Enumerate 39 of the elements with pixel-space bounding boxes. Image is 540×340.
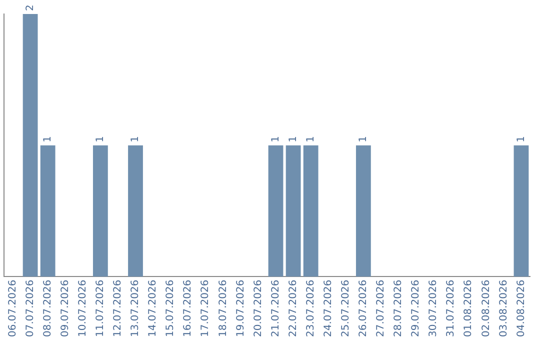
data-label: 1 xyxy=(130,136,142,142)
x-tick-label: 17.07.2026 xyxy=(200,280,212,338)
x-tick-label: 31.07.2026 xyxy=(446,280,457,338)
x-tick-label: 10.07.2026 xyxy=(77,280,88,338)
data-label: 1 xyxy=(270,136,282,142)
x-tick-label: 19.07.2026 xyxy=(235,280,246,338)
x-tick-label: 11.07.2026 xyxy=(95,280,106,338)
x-tick-label: 16.07.2026 xyxy=(182,280,194,338)
x-tick-label: 12.07.2026 xyxy=(112,280,124,338)
data-label: 1 xyxy=(42,136,54,142)
x-tick-label: 14.07.2026 xyxy=(148,280,159,338)
data-label: 1 xyxy=(358,136,370,142)
data-label: 2 xyxy=(24,4,36,11)
data-label: 1 xyxy=(516,136,527,142)
x-tick-label: 09.07.2026 xyxy=(60,280,71,338)
x-tick-label: 04.08.2026 xyxy=(516,280,527,338)
x-tick-label: 02.08.2026 xyxy=(480,280,492,338)
x-tick-label: 22.07.2026 xyxy=(288,280,299,338)
x-tick-label: 07.07.2026 xyxy=(24,280,36,338)
x-tick-label: 21.07.2026 xyxy=(270,280,282,338)
x-tick-label: 25.07.2026 xyxy=(340,280,352,338)
x-tick-label: 27.07.2026 xyxy=(376,280,387,338)
x-tick-label: 15.07.2026 xyxy=(165,280,176,338)
x-tick-label: 03.08.2026 xyxy=(498,280,510,338)
x-tick-label: 28.07.2026 xyxy=(393,280,404,338)
x-tick-label: 13.07.2026 xyxy=(130,280,142,338)
x-tick-label: 18.07.2026 xyxy=(218,280,229,338)
data-label: 1 xyxy=(288,136,299,142)
x-tick-label: 01.08.2026 xyxy=(463,280,474,338)
x-tick-label: 26.07.2026 xyxy=(358,280,370,338)
x-tick-label: 23.07.2026 xyxy=(305,280,316,338)
data-label: 1 xyxy=(305,136,316,142)
x-tick-label: 08.07.2026 xyxy=(42,280,54,338)
x-tick-label: 06.07.2026 xyxy=(7,280,18,338)
x-tick-label: 24.07.2026 xyxy=(322,280,334,338)
x-tick-label: 29.07.2026 xyxy=(410,280,422,338)
data-label: 1 xyxy=(95,136,106,142)
x-tick-label: 30.07.2026 xyxy=(428,280,440,338)
x-tick-label: 20.07.2026 xyxy=(252,280,264,338)
